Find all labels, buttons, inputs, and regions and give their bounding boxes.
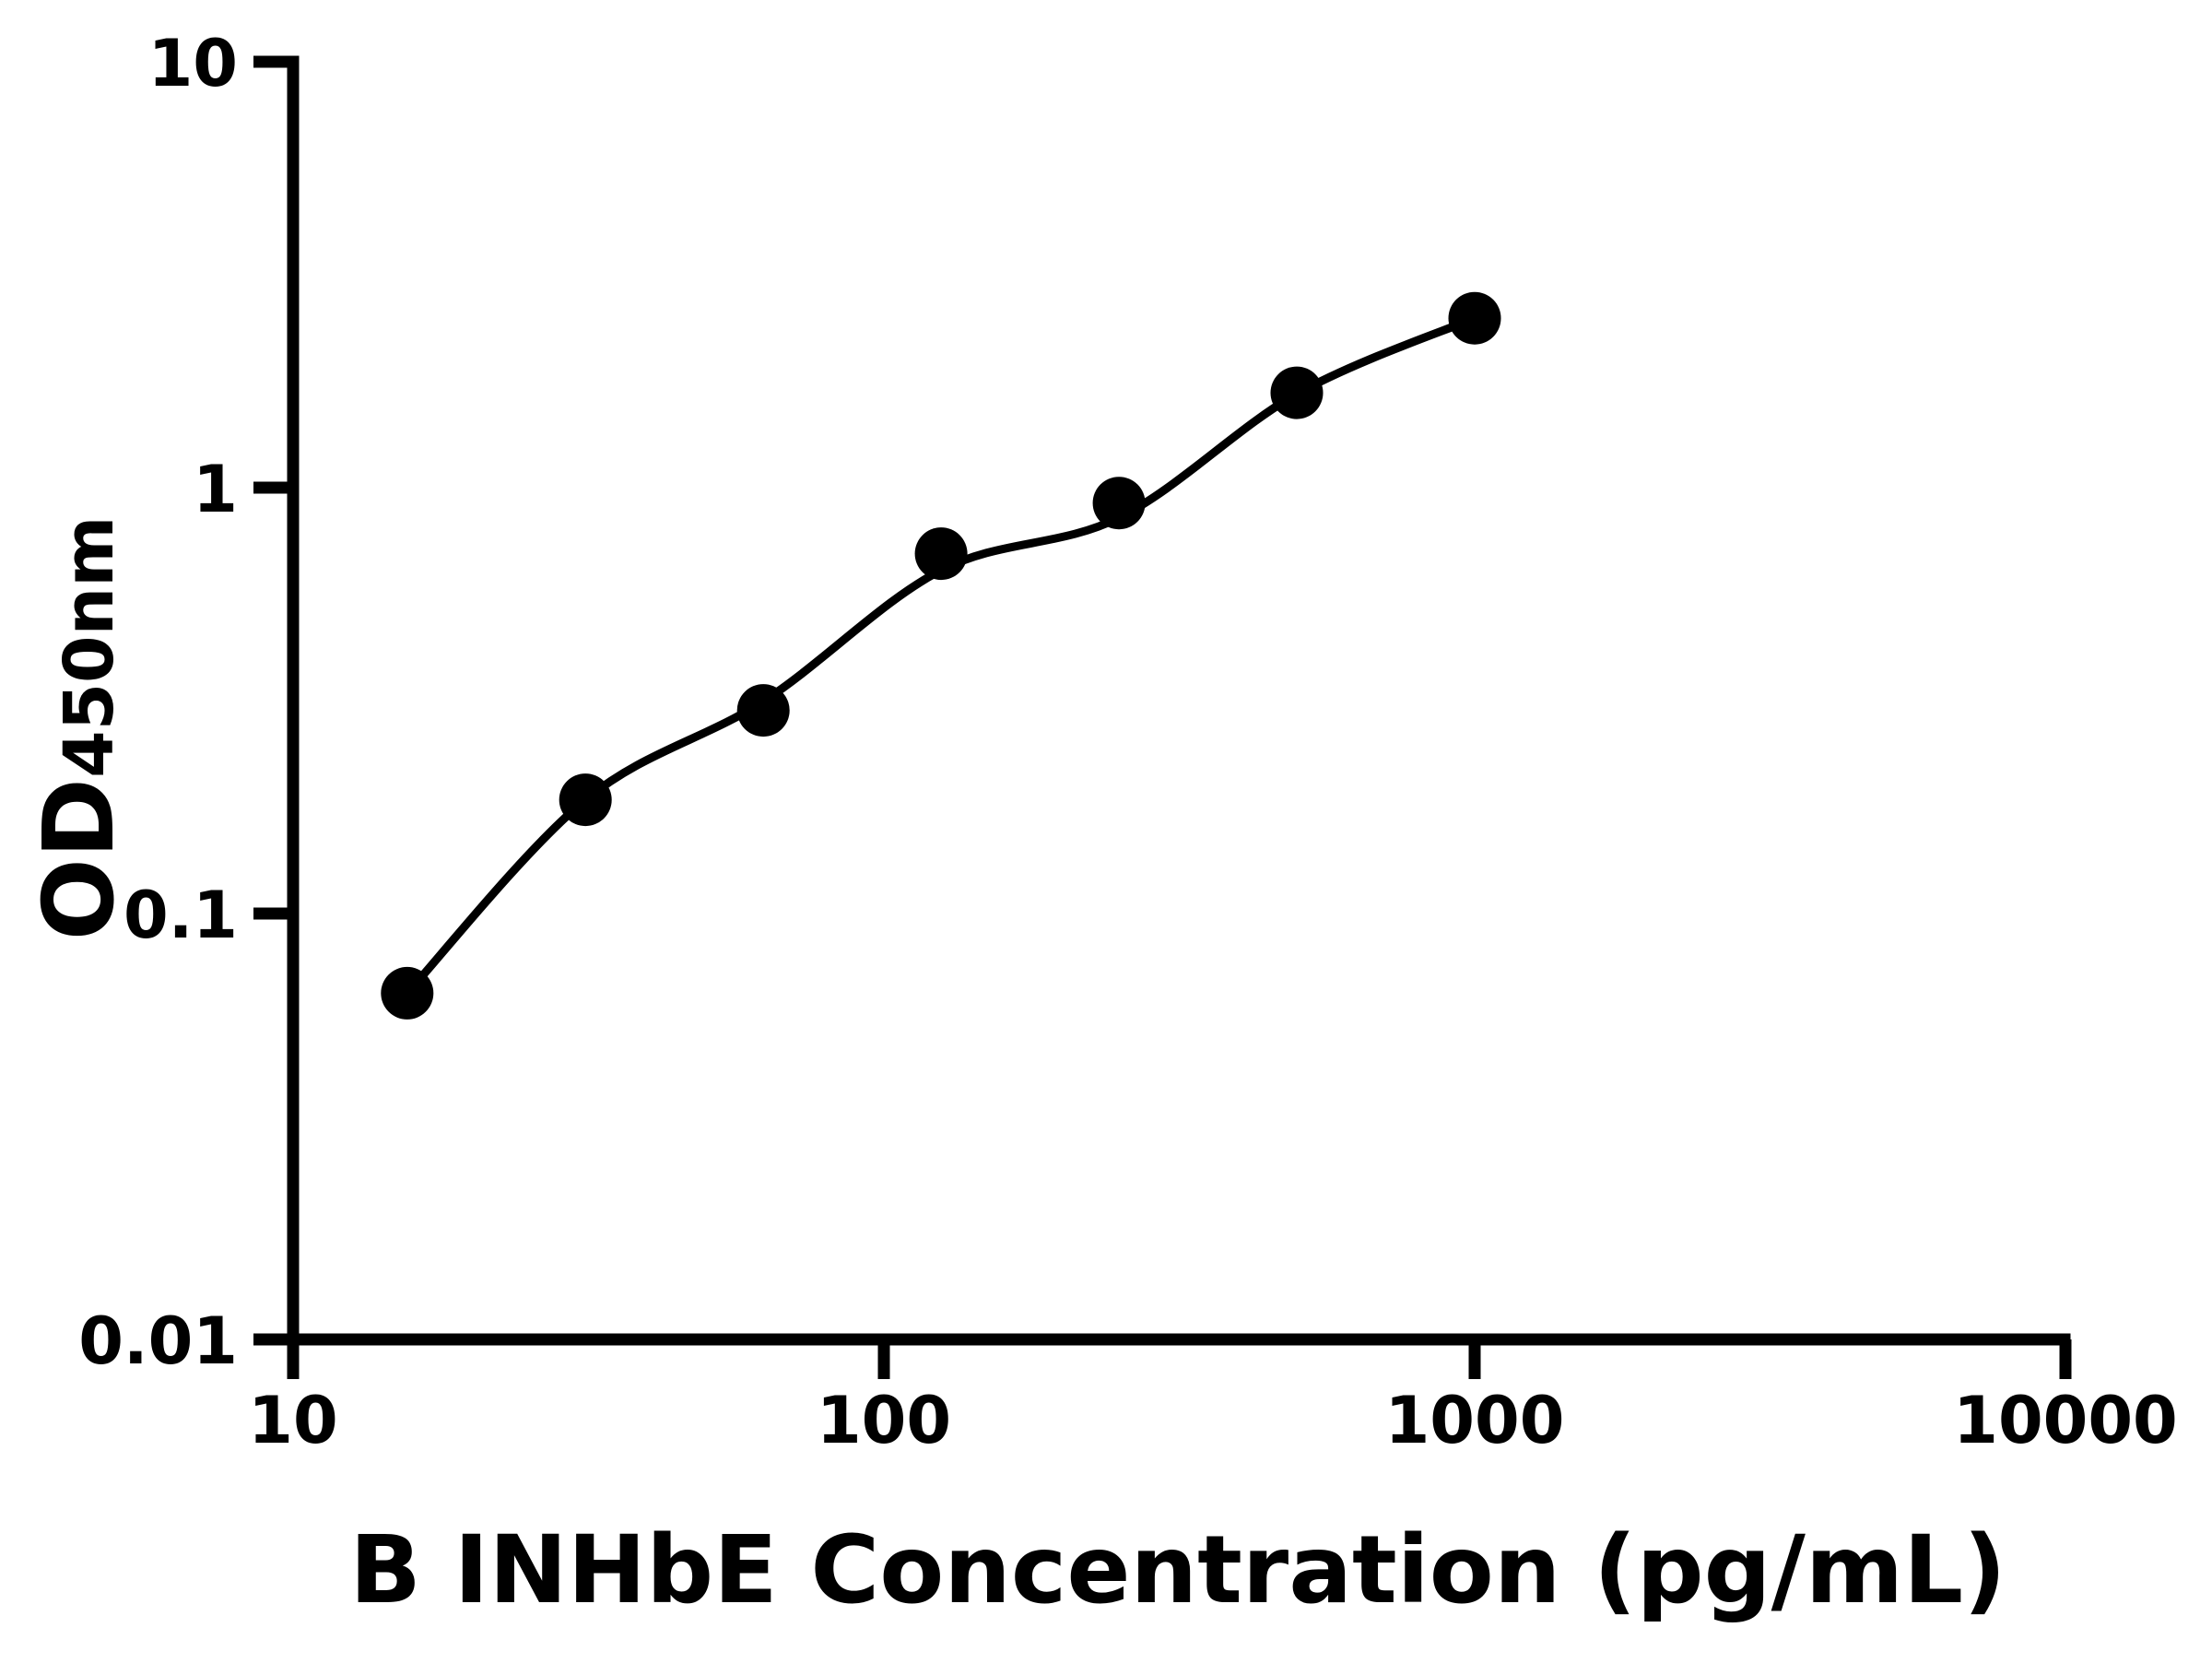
data-point [1448, 291, 1501, 345]
y-tick-label-10: 10 [148, 26, 238, 101]
data-point [1270, 366, 1324, 419]
y-axis-title-subscript: 450nm [50, 516, 129, 778]
data-point [559, 773, 612, 827]
data-point [1092, 477, 1146, 530]
y-axis-title: OD450nm [23, 516, 135, 941]
y-tick-label-0.1: 0.1 [124, 878, 238, 953]
x-axis-title: B INHbE Concentration (pg/mL) [349, 1516, 2006, 1625]
data-point [381, 966, 434, 1020]
x-tick-label-1000: 1000 [1385, 1383, 1565, 1458]
x-tick-label-100: 100 [817, 1383, 951, 1458]
data-point [736, 684, 790, 737]
y-axis-title-main: OD [23, 778, 135, 940]
y-tick-label-0.01: 0.01 [78, 1303, 238, 1379]
y-tick-label-1: 1 [193, 452, 238, 527]
axes-layer [253, 55, 2072, 1379]
data-points-layer [381, 291, 1501, 1020]
x-tick-label-10000: 10000 [1953, 1383, 2178, 1458]
x-tick-label-10: 10 [248, 1383, 337, 1458]
data-point [914, 527, 968, 581]
